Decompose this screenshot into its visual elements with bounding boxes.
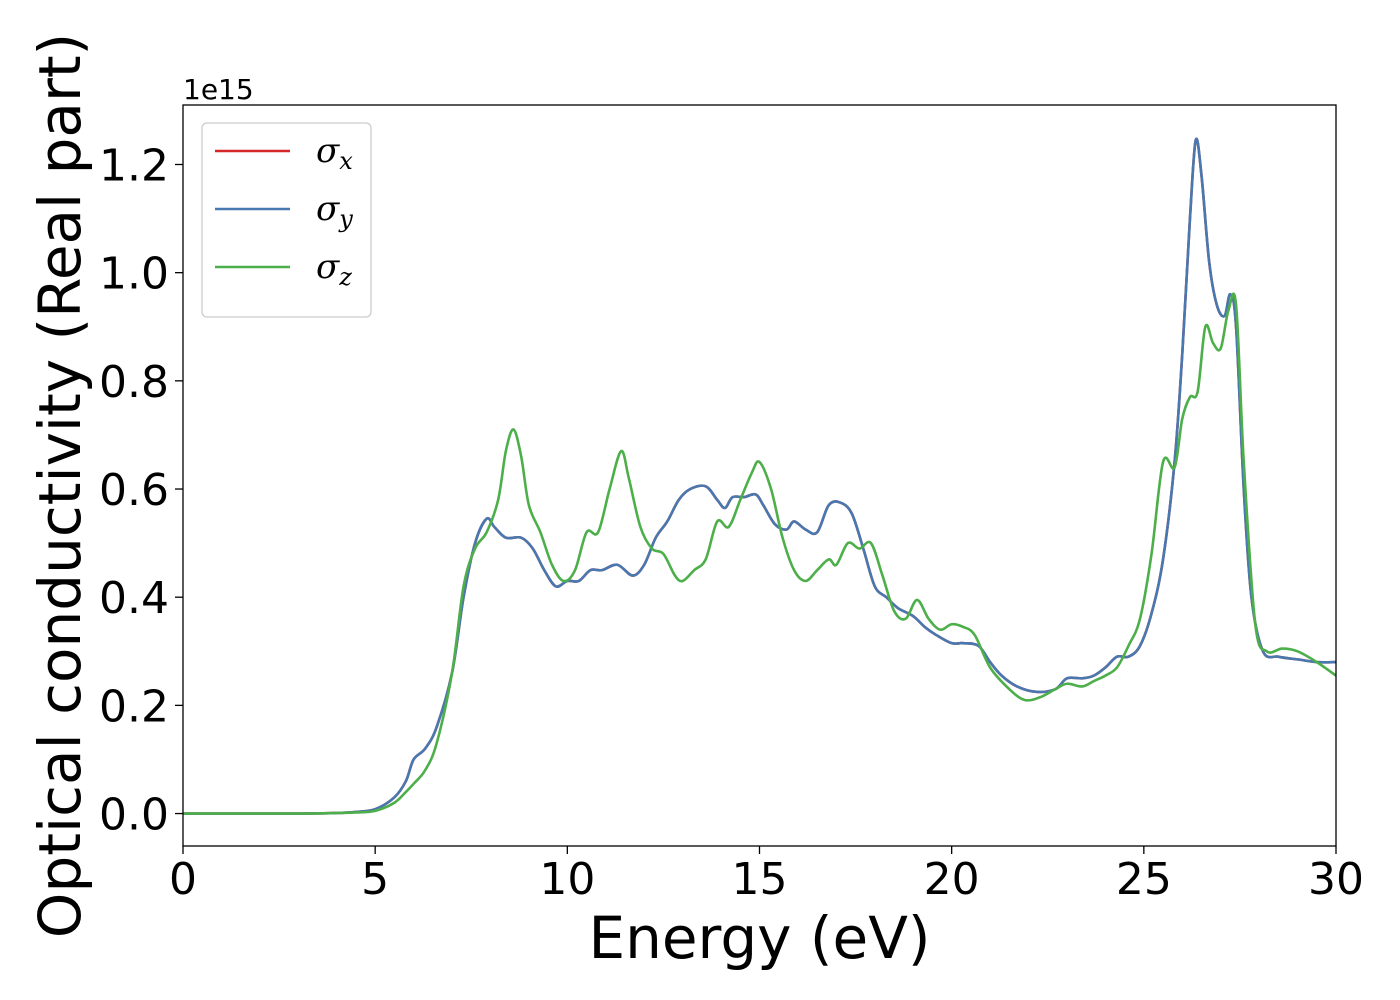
x-tick-label: 10 [539, 854, 595, 905]
y-tick-label: 0.2 [99, 681, 169, 732]
series-line-z [183, 292, 1336, 815]
series-line-y [183, 137, 1336, 815]
plot-lines [183, 137, 1336, 815]
y-tick-label: 1.2 [99, 140, 169, 191]
y-axis-ticks: 0.0 0.2 0.4 0.6 0.8 1.0 1.2 [99, 140, 183, 841]
x-axis-label: Energy (eV) [588, 904, 930, 972]
x-tick-label: 15 [732, 854, 788, 905]
legend-label-z: σz [316, 247, 352, 291]
legend: σx σy σz [201, 122, 372, 318]
y-axis-label: Optical conductivity (Real part) [26, 33, 94, 938]
legend-box [201, 122, 372, 318]
x-axis-ticks: 0 5 10 15 20 25 30 [169, 846, 1364, 905]
legend-label-y: σy [316, 189, 353, 233]
legend-label-x: σx [316, 131, 353, 175]
y-tick-label: 0.0 [99, 790, 169, 841]
y-tick-label: 0.8 [99, 357, 169, 408]
x-tick-label: 30 [1308, 854, 1364, 905]
y-tick-label: 0.4 [99, 573, 169, 624]
y-offset-text: 1e15 [183, 73, 254, 106]
x-tick-label: 25 [1116, 854, 1172, 905]
x-tick-label: 0 [169, 854, 197, 905]
x-tick-label: 20 [924, 854, 980, 905]
x-tick-label: 5 [361, 854, 389, 905]
y-tick-label: 1.0 [99, 249, 169, 300]
y-tick-label: 0.6 [99, 465, 169, 516]
